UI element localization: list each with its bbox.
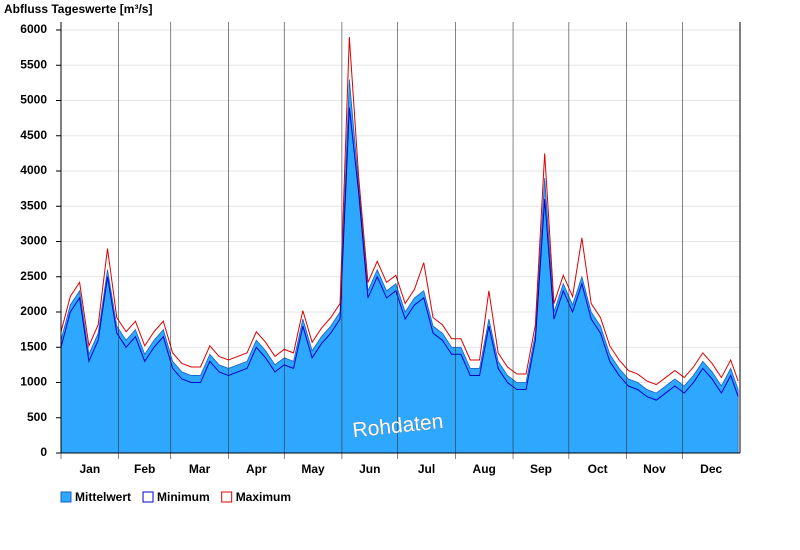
y-tick-label: 2000: [20, 304, 47, 318]
legend-swatch: [60, 491, 72, 503]
y-tick-label: 5000: [20, 93, 47, 107]
legend-swatch: [221, 491, 233, 503]
y-tick-label: 1500: [20, 339, 47, 353]
x-tick-label: Aug: [473, 462, 496, 476]
y-tick-label: 3500: [20, 198, 47, 212]
line: [60, 107, 739, 401]
y-tick-label: 0: [40, 445, 47, 459]
x-tick-label: Sep: [530, 462, 552, 476]
x-tick-label: Jun: [359, 462, 380, 476]
legend-label: Maximum: [236, 490, 291, 504]
chart-title: Abfluss Tageswerte [m³/s]: [4, 2, 152, 16]
y-tick-label: 1000: [20, 375, 47, 389]
legend-label: Minimum: [157, 490, 210, 504]
y-tick-label: 3000: [20, 234, 47, 248]
x-tick-label: May: [301, 462, 325, 476]
x-tick-label: Dec: [700, 462, 722, 476]
x-tick-label: Jul: [418, 462, 435, 476]
y-tick-label: 2500: [20, 269, 47, 283]
y-tick-label: 5500: [20, 57, 47, 71]
x-tick-label: Feb: [134, 462, 155, 476]
x-tick-label: Oct: [588, 462, 608, 476]
y-tick-label: 6000: [20, 22, 47, 36]
x-tick-label: Nov: [643, 462, 666, 476]
legend-swatch: [142, 491, 154, 503]
y-tick-label: 4000: [20, 163, 47, 177]
y-tick-label: 4500: [20, 128, 47, 142]
y-tick-label: 500: [27, 410, 47, 424]
legend-label: Mittelwert: [75, 490, 131, 504]
x-tick-label: Mar: [189, 462, 211, 476]
line: [60, 37, 739, 386]
x-tick-label: Jan: [79, 462, 100, 476]
x-tick-label: Apr: [246, 462, 267, 476]
